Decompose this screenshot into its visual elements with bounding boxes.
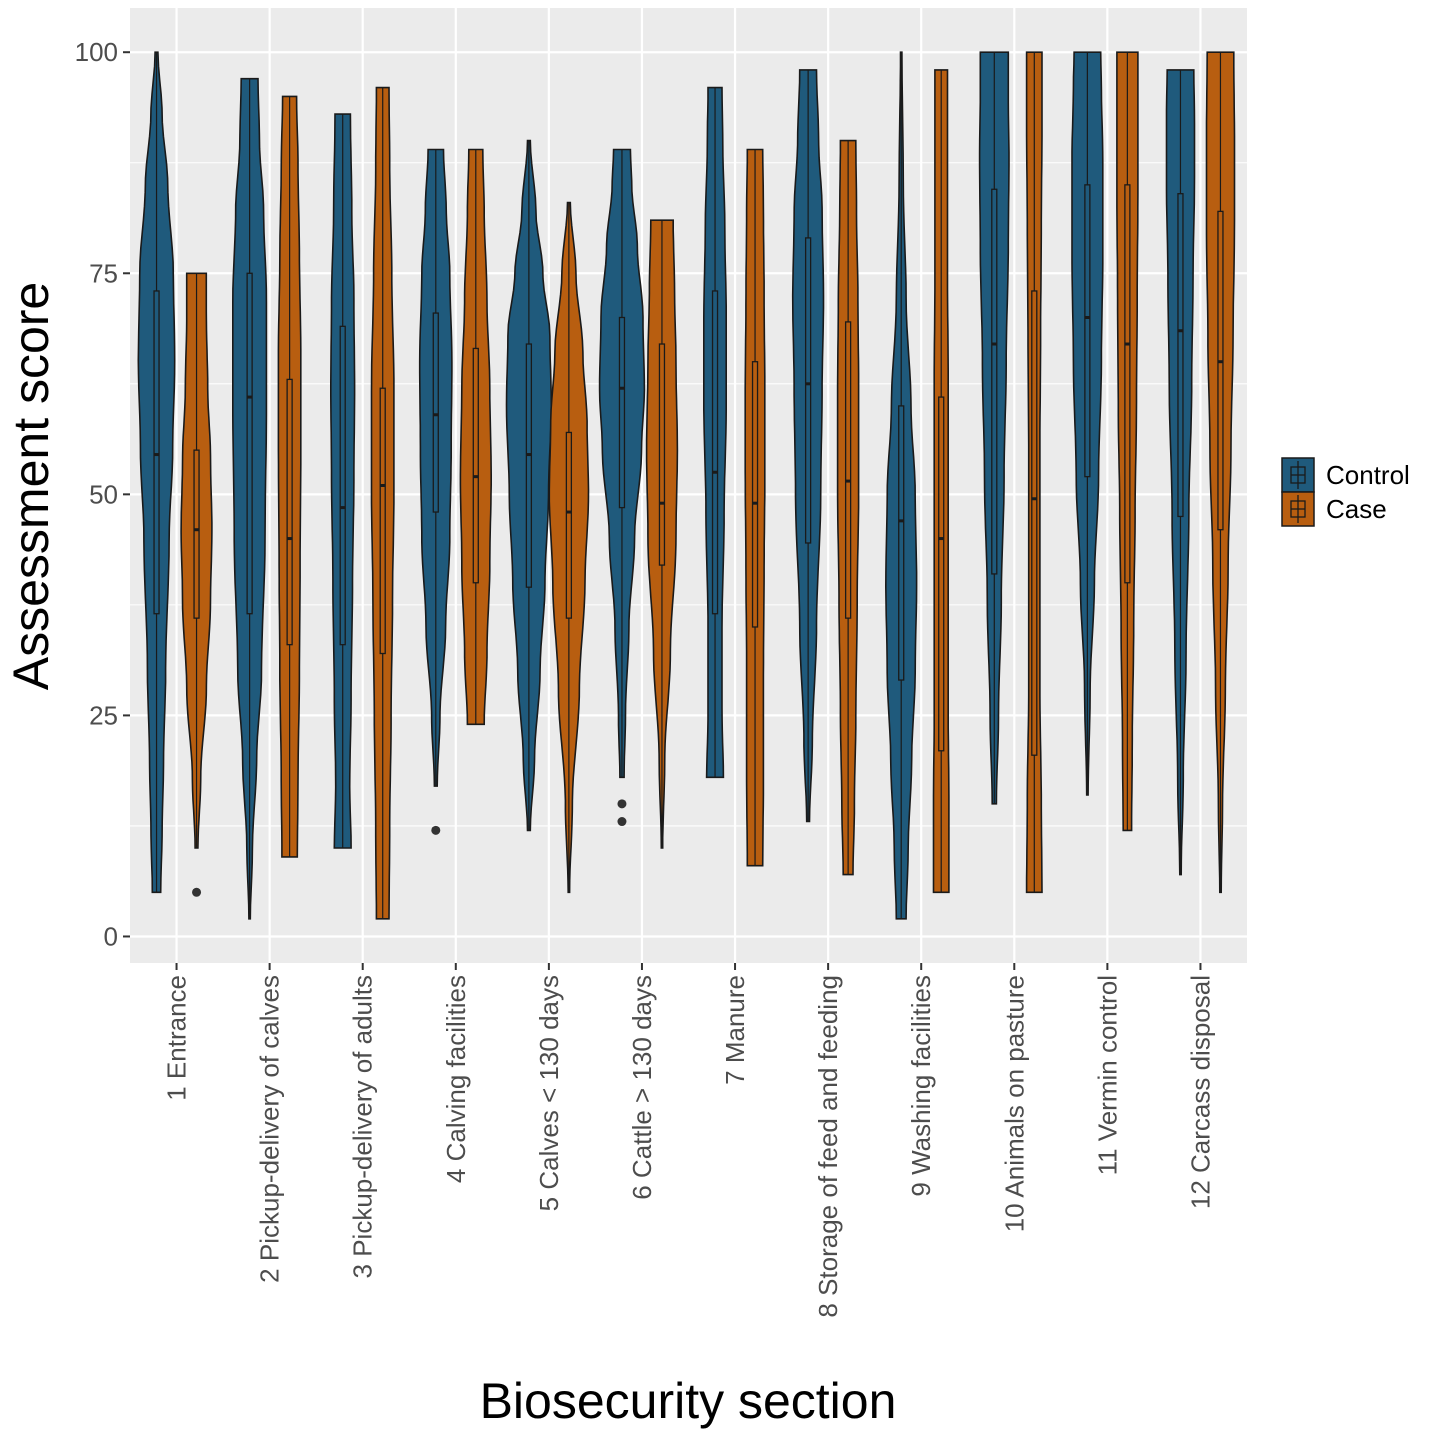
y-axis: 0 25 50 75 100 — [75, 37, 130, 951]
x-axis-title: Biosecurity section — [480, 1373, 897, 1429]
violins — [137, 51, 1236, 920]
x-tick-label-5: 5 Calves < 130 days — [534, 975, 564, 1211]
box-control-11 — [1084, 184, 1091, 478]
box-case-6 — [658, 343, 666, 566]
outlier-control-4-1 — [431, 825, 441, 835]
box-case-4 — [472, 347, 479, 584]
x-tick-label-6: 6 Cattle > 130 days — [627, 975, 657, 1200]
box-case-1 — [193, 449, 200, 619]
y-tick-label-75: 75 — [89, 258, 118, 288]
plot-panel — [130, 8, 1247, 963]
outlier-case-1-1 — [192, 887, 202, 897]
box-control-9 — [898, 405, 905, 681]
y-tick-label-25: 25 — [89, 700, 118, 730]
legend-key-case: Case — [1281, 491, 1387, 527]
violin-case-2 — [277, 95, 302, 858]
violin-case-1 — [180, 272, 213, 897]
violin-control-10 — [978, 51, 1010, 805]
violin-case-8 — [836, 139, 860, 876]
violin-case-11 — [1116, 51, 1139, 832]
x-tick-label-4: 4 Calving facilities — [441, 975, 471, 1183]
box-case-5 — [565, 431, 573, 619]
box-control-4 — [432, 312, 439, 513]
violin-case-7 — [744, 148, 766, 867]
violin-control-2 — [232, 77, 268, 920]
box-control-6 — [618, 316, 626, 509]
outlier-control-6-2 — [617, 799, 627, 809]
box-control-5 — [525, 343, 533, 588]
violin-case-12 — [1205, 51, 1236, 894]
violin-control-11 — [1071, 51, 1104, 796]
box-case-9 — [938, 396, 945, 752]
x-tick-label-12: 12 Carcass disposal — [1185, 975, 1215, 1209]
violin-control-5 — [505, 139, 553, 832]
x-tick-label-10: 10 Animals on pasture — [999, 975, 1029, 1232]
x-tick-label-8: 8 Storage of feed and feeding — [813, 975, 843, 1318]
legend-key-control: Control — [1281, 457, 1410, 493]
y-tick-label-100: 100 — [75, 37, 118, 67]
x-tick-label-11: 11 Vermin control — [1092, 975, 1122, 1175]
y-tick-label-0: 0 — [104, 921, 118, 951]
box-control-2 — [246, 272, 253, 615]
legend: Control Case — [1281, 457, 1410, 527]
violin-control-4 — [418, 148, 453, 835]
box-control-1 — [153, 290, 160, 615]
box-case-12 — [1217, 210, 1224, 531]
violin-case-3 — [370, 86, 395, 920]
violin-case-9 — [932, 69, 950, 894]
violin-case-5 — [548, 201, 590, 894]
box-case-11 — [1124, 184, 1131, 584]
box-case-7 — [751, 361, 759, 628]
box-control-12 — [1177, 193, 1184, 518]
box-control-3 — [339, 325, 346, 646]
violin-control-12 — [1165, 69, 1196, 876]
violin-case-6 — [645, 219, 679, 849]
box-case-8 — [844, 321, 852, 619]
box-control-7 — [711, 290, 719, 615]
box-case-10 — [1031, 290, 1038, 756]
box-case-2 — [286, 378, 293, 646]
box-case-3 — [379, 387, 386, 655]
box-control-10 — [991, 188, 998, 575]
x-tick-label-3: 3 Pickup-delivery of adults — [348, 975, 378, 1278]
violin-control-7 — [703, 86, 727, 779]
x-tick-label-9: 9 Washing facilities — [906, 975, 936, 1197]
violin-control-9 — [884, 51, 918, 920]
x-tick-label-7: 7 Manure — [720, 975, 750, 1085]
violin-control-6 — [598, 148, 646, 827]
violin-control-1 — [137, 51, 176, 894]
x-axis: 1 Entrance 2 Pickup-delivery of calves 3 P… — [162, 963, 1215, 1318]
violin-control-3 — [330, 113, 356, 849]
x-tick-label-2: 2 Pickup-delivery of calves — [255, 975, 285, 1283]
y-axis-title: Assessment score — [3, 282, 59, 690]
legend-label-control: Control — [1326, 460, 1410, 490]
violin-case-10 — [1025, 51, 1043, 894]
grid-lines — [130, 8, 1247, 963]
y-tick-label-50: 50 — [89, 479, 118, 509]
legend-label-case: Case — [1326, 494, 1387, 524]
outlier-control-6-1 — [617, 817, 627, 827]
x-tick-label-1: 1 Entrance — [162, 975, 192, 1101]
box-control-8 — [804, 237, 812, 544]
violin-control-8 — [791, 69, 825, 823]
violin-case-4 — [459, 148, 492, 726]
